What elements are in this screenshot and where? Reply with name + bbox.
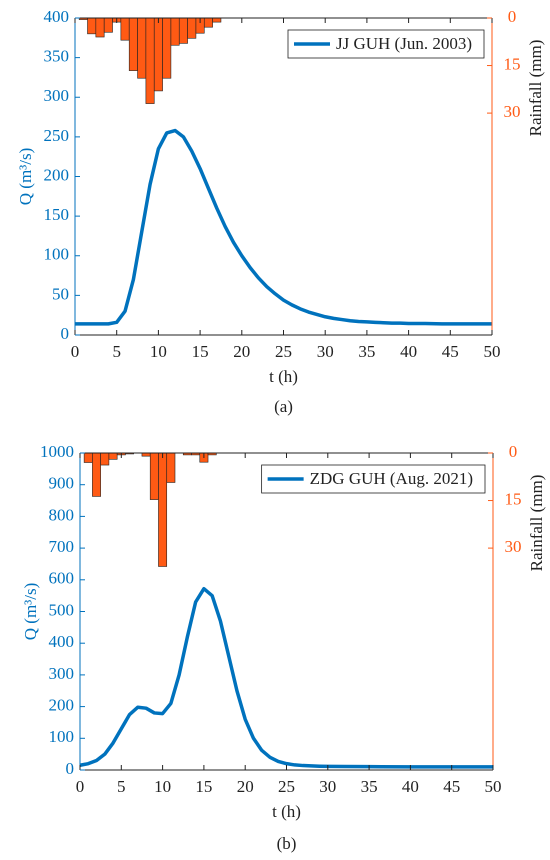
x-axis-label: t (h) [269, 367, 298, 386]
y-tick-label: 300 [44, 86, 70, 105]
y-tick-label: 700 [49, 537, 75, 556]
y2-axis-label: Rainfall (mm) [527, 475, 546, 572]
rain-bar [137, 17, 147, 79]
x-tick-label: 20 [233, 342, 250, 361]
x-tick-label: 10 [154, 777, 171, 796]
y2-tick-label: 30 [504, 102, 521, 121]
x-tick-label: 15 [195, 777, 212, 796]
flow-line [75, 128, 492, 326]
x-tick-label: 30 [319, 777, 336, 796]
rain-bar [103, 17, 113, 33]
subplot: 0 5 10 15 20 25 30 35 40 45 5005010015020025030035… [16, 7, 545, 416]
caption: (b) [277, 834, 297, 853]
x-tick-label: 40 [402, 777, 419, 796]
y-tick-label: 800 [49, 505, 75, 524]
rain-bar [153, 17, 163, 92]
x-tick-label: 0 [71, 342, 80, 361]
rain-bar [128, 17, 138, 71]
x-axis-label: t (h) [272, 802, 301, 821]
y2-tick-label: 15 [504, 54, 521, 73]
y-tick-label: 350 [44, 47, 70, 66]
y-tick-label: 400 [44, 7, 70, 26]
y-tick-label: 0 [66, 759, 75, 778]
x-tick-label: 10 [150, 342, 167, 361]
rain-bar [83, 452, 93, 463]
y-tick-label: 300 [49, 664, 75, 683]
y-tick-label: 200 [49, 696, 75, 715]
x-tick-label: 45 [442, 342, 459, 361]
x-tick-label: 5 [117, 777, 126, 796]
legend: JJ GUH (Jun. 2003) [287, 29, 485, 59]
y-tick-label: 1000 [40, 442, 74, 461]
x-tick-label: 25 [278, 777, 295, 796]
x-tick-label: 50 [485, 777, 502, 796]
x-tick-label: 50 [484, 342, 501, 361]
y-axis-label: Q (m³/s) [16, 148, 35, 206]
rain-bar [162, 17, 172, 79]
rain-bar [120, 17, 130, 41]
y-tick-label: 900 [49, 474, 75, 493]
x-tick-label: 35 [361, 777, 378, 796]
rain-bar [87, 17, 97, 35]
x-tick-label: 20 [237, 777, 254, 796]
rain-bar [158, 452, 168, 567]
rain-bar [108, 452, 118, 460]
rain-bar [145, 17, 155, 104]
rain-bar [100, 452, 110, 466]
rain-bar [170, 17, 180, 46]
rain-bar [95, 17, 105, 38]
x-tick-label: 35 [358, 342, 375, 361]
y2-tick-label: 15 [505, 489, 522, 508]
rain-bar [149, 452, 159, 500]
legend-label: ZDG GUH (Aug. 2021) [310, 469, 473, 488]
x-tick-label: 15 [192, 342, 209, 361]
y-tick-label: 400 [49, 632, 75, 651]
legend: ZDG GUH (Aug. 2021) [261, 464, 486, 494]
rain-bar [212, 17, 222, 23]
legend-label: JJ GUH (Jun. 2003) [336, 34, 472, 53]
x-tick-label: 40 [400, 342, 417, 361]
y-axis-label: Q (m³/s) [21, 583, 40, 641]
y-tick-label: 600 [49, 569, 75, 588]
y2-tick-label: 0 [508, 7, 517, 26]
y2-tick-label: 30 [505, 537, 522, 556]
x-tick-label: 45 [443, 777, 460, 796]
x-tick-label: 25 [275, 342, 292, 361]
y-tick-label: 100 [44, 245, 70, 264]
x-tick-label: 30 [317, 342, 334, 361]
x-tick-label: 0 [76, 777, 85, 796]
y-tick-label: 200 [44, 165, 70, 184]
subplot: 0 5 10 15 20 25 30 35 40 45 5001002003004005006007… [21, 442, 546, 853]
y-tick-label: 100 [49, 727, 75, 746]
rain-bar [92, 452, 101, 497]
y-tick-label: 500 [49, 600, 75, 619]
rain-bar [178, 17, 188, 44]
y2-axis-label: Rainfall (mm) [526, 40, 545, 137]
flow-line [79, 586, 493, 769]
y-tick-label: 50 [52, 284, 69, 303]
y-tick-label: 250 [44, 126, 70, 145]
rain-bar [166, 452, 176, 483]
caption: (a) [274, 397, 293, 416]
y-tick-label: 0 [61, 324, 70, 343]
rain-bar [203, 17, 213, 28]
y2-tick-label: 0 [509, 442, 518, 461]
rain-bar [187, 17, 197, 39]
y-tick-label: 150 [44, 205, 70, 224]
x-tick-label: 5 [112, 342, 121, 361]
